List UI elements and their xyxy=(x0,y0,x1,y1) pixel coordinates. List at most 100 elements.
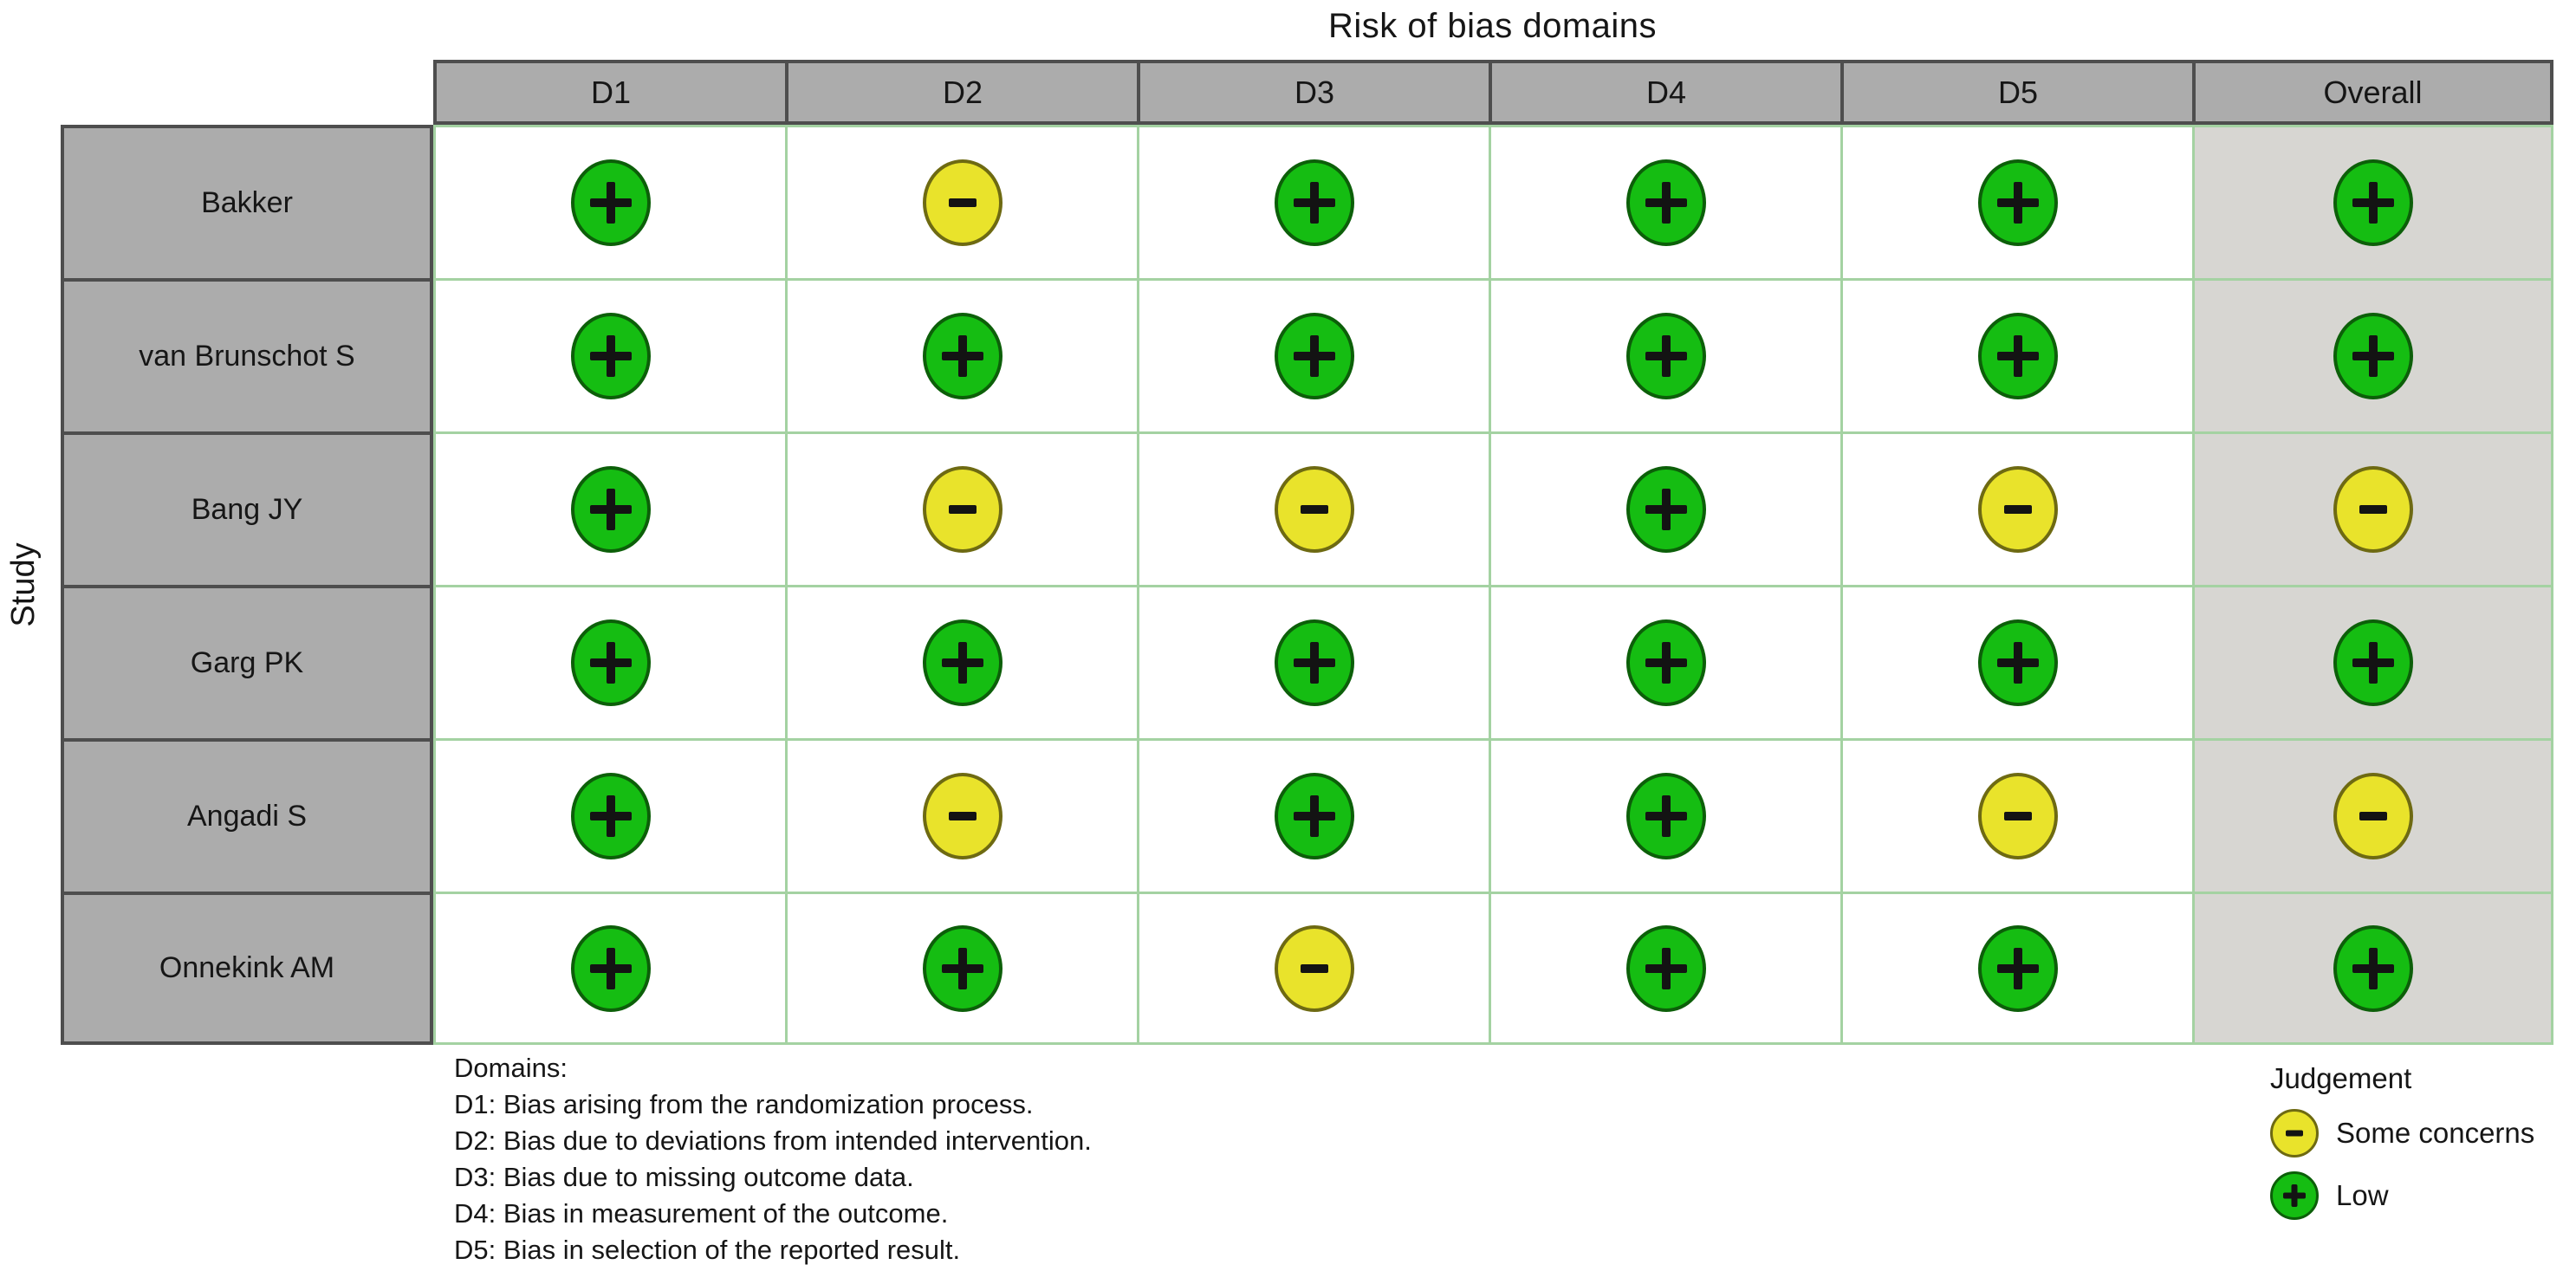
study-label: van Brunschot S xyxy=(61,278,433,431)
judgement-icon xyxy=(2333,773,2413,859)
corner-spacer xyxy=(61,60,433,125)
domains-note-line: D3: Bias due to missing outcome data. xyxy=(454,1162,914,1192)
judgement-icon xyxy=(1274,924,1354,1012)
legend-item: Some concerns xyxy=(2270,1109,2534,1158)
judgement-icon xyxy=(2333,619,2413,706)
judgement-icon xyxy=(1625,159,1706,246)
judgement-icon xyxy=(922,313,1002,399)
risk-of-bias-table: D1 D2 D3 D4 D5 Overall Bakker van Brunsc… xyxy=(61,60,2553,1045)
judgement-icon xyxy=(1274,773,1354,859)
judgement-icon xyxy=(570,159,651,246)
judgement-icon xyxy=(2333,924,2413,1012)
judgement-cell xyxy=(433,585,785,738)
judgement-cell xyxy=(1840,738,2192,892)
judgement-icon xyxy=(1625,924,1706,1012)
judgement-cell xyxy=(1137,278,1489,431)
domain-header-d2: D2 xyxy=(785,60,1137,125)
judgement-cell xyxy=(785,892,1137,1045)
domains-note-line: D2: Bias due to deviations from intended… xyxy=(454,1125,1092,1156)
domain-header-d3: D3 xyxy=(1137,60,1489,125)
judgement-cell xyxy=(1840,431,2192,585)
judgement-cell xyxy=(2192,585,2553,738)
judgement-cell xyxy=(1489,892,1840,1045)
judgement-legend: Judgement Some concerns Low xyxy=(2270,1062,2534,1220)
judgement-cell xyxy=(433,738,785,892)
judgement-icon xyxy=(1977,924,2058,1012)
judgement-icon xyxy=(1274,466,1354,553)
judgement-icon xyxy=(1977,773,2058,859)
legend-item-label: Low xyxy=(2336,1179,2389,1211)
judgement-cell xyxy=(2192,278,2553,431)
judgement-icon xyxy=(922,619,1002,706)
judgement-cell xyxy=(1840,585,2192,738)
judgement-icon xyxy=(922,159,1002,246)
judgement-icon xyxy=(1625,313,1706,399)
judgement-cell xyxy=(2192,125,2553,278)
judgement-icon xyxy=(1977,619,2058,706)
judgement-icon xyxy=(570,924,651,1012)
judgement-cell xyxy=(1489,585,1840,738)
domains-note-line: D1: Bias arising from the randomization … xyxy=(454,1089,1034,1119)
domains-note-line: D4: Bias in measurement of the outcome. xyxy=(454,1198,949,1229)
study-label: Garg PK xyxy=(61,585,433,738)
domain-header-d1: D1 xyxy=(433,60,785,125)
judgement-icon xyxy=(1625,773,1706,859)
judgement-cell xyxy=(2192,431,2553,585)
judgement-cell xyxy=(1840,278,2192,431)
judgement-icon xyxy=(570,466,651,553)
domains-note: Domains: D1: Bias arising from the rando… xyxy=(454,1050,1092,1268)
judgement-cell xyxy=(785,125,1137,278)
domain-header-d4: D4 xyxy=(1489,60,1840,125)
judgement-icon xyxy=(570,773,651,859)
judgement-cell xyxy=(1489,738,1840,892)
judgement-cell xyxy=(1840,892,2192,1045)
judgement-icon xyxy=(570,313,651,399)
study-label: Bang JY xyxy=(61,431,433,585)
study-label: Bakker xyxy=(61,125,433,278)
judgement-icon xyxy=(1977,466,2058,553)
judgement-icon xyxy=(922,466,1002,553)
judgement-icon xyxy=(1977,313,2058,399)
legend-title: Judgement xyxy=(2270,1062,2412,1094)
judgement-cell xyxy=(785,585,1137,738)
judgement-cell xyxy=(785,738,1137,892)
domain-header-overall: Overall xyxy=(2192,60,2553,125)
judgement-icon xyxy=(570,619,651,706)
judgement-icon xyxy=(1274,313,1354,399)
judgement-cell xyxy=(1489,431,1840,585)
judgement-cell xyxy=(1137,125,1489,278)
study-label: Onnekink AM xyxy=(61,892,433,1045)
legend-item-label: Some concerns xyxy=(2336,1117,2535,1149)
judgement-icon xyxy=(1274,619,1354,706)
judgement-cell xyxy=(1137,738,1489,892)
judgement-cell xyxy=(785,431,1137,585)
judgement-cell xyxy=(433,431,785,585)
judgement-cell xyxy=(1137,585,1489,738)
study-axis-label: Study xyxy=(5,542,42,627)
judgement-icon xyxy=(1977,159,2058,246)
judgement-icon xyxy=(1625,619,1706,706)
judgement-cell xyxy=(1489,125,1840,278)
judgement-icon xyxy=(2333,466,2413,553)
study-label: Angadi S xyxy=(61,738,433,892)
domains-note-line: D5: Bias in selection of the reported re… xyxy=(454,1235,961,1265)
judgement-cell xyxy=(2192,738,2553,892)
judgement-cell xyxy=(433,278,785,431)
some-concerns-icon xyxy=(2270,1109,2319,1158)
judgement-icon xyxy=(2333,313,2413,399)
domains-note-heading: Domains: xyxy=(454,1053,568,1083)
judgement-cell xyxy=(1840,125,2192,278)
judgement-cell xyxy=(1137,431,1489,585)
page-title: Risk of bias domains xyxy=(1327,7,1658,45)
judgement-cell xyxy=(785,278,1137,431)
judgement-cell xyxy=(433,892,785,1045)
domain-header-d5: D5 xyxy=(1840,60,2192,125)
judgement-cell xyxy=(433,125,785,278)
judgement-cell xyxy=(1489,278,1840,431)
judgement-cell xyxy=(1137,892,1489,1045)
judgement-icon xyxy=(922,924,1002,1012)
low-risk-icon xyxy=(2270,1171,2319,1220)
judgement-icon xyxy=(1625,466,1706,553)
judgement-icon xyxy=(922,773,1002,859)
